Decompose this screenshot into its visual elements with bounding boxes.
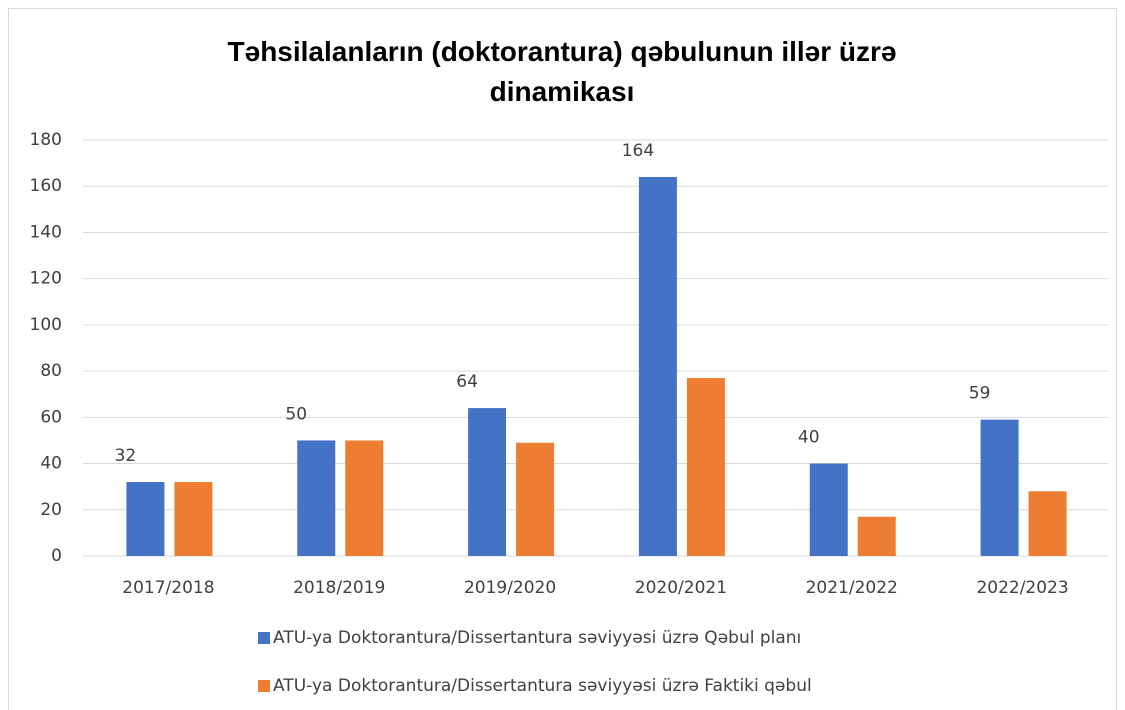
bar — [126, 482, 165, 556]
y-tick-label: 180 — [30, 130, 62, 150]
x-tick-label: 2020/2021 — [635, 578, 727, 598]
x-tick-label: 2017/2018 — [122, 578, 214, 598]
data-label: 40 — [798, 428, 820, 448]
data-label: 164 — [622, 141, 654, 161]
chart-title: Təhsilalanların (doktorantura) qəbulunun… — [227, 36, 897, 107]
y-tick-label: 0 — [51, 546, 62, 566]
x-tick-label: 2018/2019 — [293, 578, 385, 598]
bar — [516, 442, 555, 556]
bar — [174, 482, 213, 556]
bar — [857, 516, 896, 556]
bar — [297, 440, 336, 556]
bar — [980, 419, 1019, 556]
legend-swatch — [258, 680, 270, 692]
y-tick-label: 80 — [40, 361, 62, 381]
y-tick-label: 160 — [30, 176, 62, 196]
legend-swatch — [258, 632, 270, 644]
data-label: 32 — [115, 446, 137, 466]
bar — [1028, 491, 1067, 556]
y-tick-label: 60 — [40, 407, 62, 427]
y-tick-label: 140 — [30, 222, 62, 242]
bar — [468, 408, 507, 556]
bar — [638, 176, 677, 556]
y-tick-label: 40 — [40, 454, 62, 474]
legend-label: ATU-ya Doktorantura/Dissertantura səviyy… — [273, 628, 801, 648]
bar — [809, 463, 848, 556]
y-tick-label: 20 — [40, 500, 62, 520]
bar — [345, 440, 384, 556]
x-tick-label: 2022/2023 — [976, 578, 1068, 598]
y-tick-label: 100 — [30, 315, 62, 335]
legend-label: ATU-ya Doktorantura/Dissertantura səviyy… — [273, 676, 812, 696]
data-label: 59 — [969, 384, 991, 404]
x-tick-label: 2019/2020 — [464, 578, 556, 598]
y-tick-label: 120 — [30, 269, 62, 289]
bar — [686, 378, 725, 556]
data-label: 64 — [456, 372, 478, 392]
chart-border — [8, 8, 1117, 710]
x-tick-label: 2021/2022 — [806, 578, 898, 598]
data-label: 50 — [285, 404, 307, 424]
